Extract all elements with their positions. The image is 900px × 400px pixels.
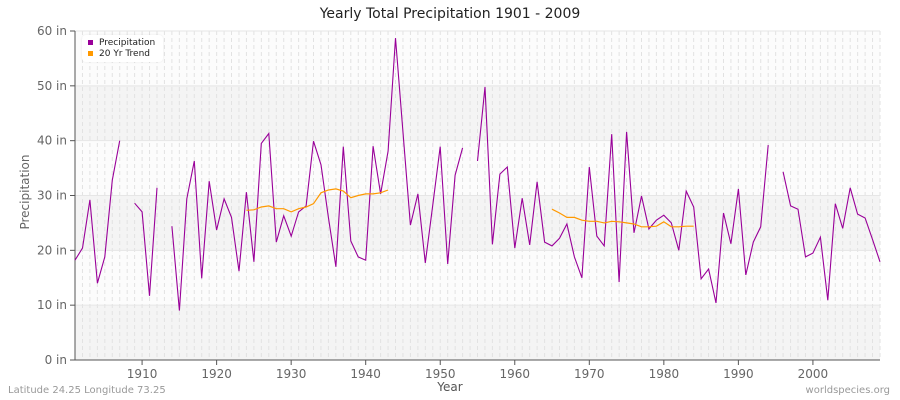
chart-legend: Precipitation 20 Yr Trend	[82, 35, 164, 62]
legend-item-trend: 20 Yr Trend	[88, 48, 155, 59]
y-tick-label: 0 in	[45, 353, 67, 367]
legend-swatch-precipitation-icon	[88, 40, 93, 45]
x-tick-label: 2000	[798, 367, 829, 381]
precipitation-line	[74, 140, 121, 284]
y-tick-label: 40 in	[37, 134, 67, 148]
y-tick-label: 30 in	[37, 189, 67, 203]
x-tick-label: 1940	[350, 367, 381, 381]
y-axis-label: Precipitation	[18, 154, 32, 230]
x-tick-label: 1910	[127, 367, 158, 381]
precipitation-line	[782, 171, 881, 301]
chart-title: Yearly Total Precipitation 1901 - 2009	[319, 6, 581, 22]
x-tick-label: 1950	[425, 367, 456, 381]
y-tick-label: 60 in	[37, 24, 67, 38]
x-tick-label: 1920	[201, 367, 232, 381]
trend-line	[246, 188, 389, 213]
legend-item-precipitation: Precipitation	[88, 37, 155, 48]
legend-swatch-trend-icon	[88, 51, 93, 56]
legend-label: Precipitation	[99, 37, 156, 48]
x-tick-label: 1960	[499, 367, 530, 381]
x-axis-label: Year	[437, 380, 463, 394]
x-tick-label: 1930	[276, 367, 307, 381]
x-tick-label: 1990	[723, 367, 754, 381]
y-tick-label: 10 in	[37, 298, 67, 312]
location-caption: Latitude 24.25 Longitude 73.25	[8, 385, 166, 396]
source-caption: worldspecies.org	[805, 385, 890, 396]
legend-label: 20 Yr Trend	[99, 48, 151, 59]
precipitation-line	[134, 187, 158, 296]
y-tick-label: 20 in	[37, 243, 67, 257]
x-tick-label: 1970	[574, 367, 605, 381]
precipitation-line	[476, 86, 769, 304]
trend-line	[551, 208, 694, 228]
x-tick-label: 1980	[649, 367, 680, 381]
precipitation-line	[171, 38, 464, 311]
y-tick-label: 50 in	[37, 79, 67, 93]
